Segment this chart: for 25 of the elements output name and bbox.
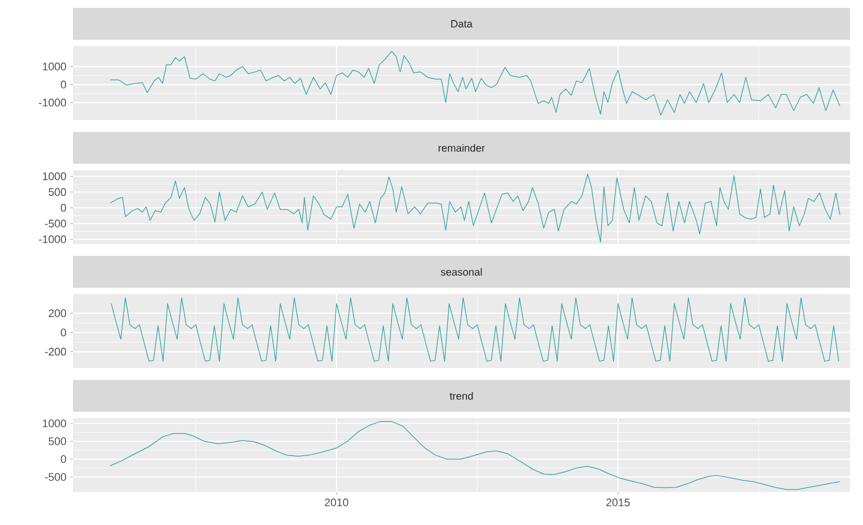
y-tick-label: 200 <box>48 309 66 318</box>
y-tick-label: 1000 <box>42 420 66 428</box>
y-tick-label: 0 <box>60 80 66 88</box>
line-series <box>110 174 840 242</box>
chart-title: trend <box>450 392 473 400</box>
y-tick-label: -1000 <box>38 98 66 106</box>
y-tick-label: -1000 <box>38 235 66 244</box>
x-tick-label: 2015 <box>606 498 630 506</box>
chart-title: remainder <box>438 144 485 152</box>
line-series <box>110 421 840 490</box>
x-tick-label: 2010 <box>324 498 348 506</box>
y-tick-label: -500 <box>45 473 66 481</box>
y-tick-label: 0 <box>60 328 66 336</box>
y-tick-label: 1000 <box>42 62 66 70</box>
y-tick-label: 500 <box>48 188 66 196</box>
y-tick-label: -500 <box>45 220 66 228</box>
y-tick-label: 0 <box>60 204 66 212</box>
y-tick-label: 1000 <box>42 172 66 180</box>
chart-title: seasonal <box>440 268 482 276</box>
line-series <box>110 297 840 362</box>
line-series <box>110 50 840 116</box>
y-tick-label: 500 <box>48 437 66 446</box>
y-tick-label: 0 <box>60 455 66 463</box>
y-tick-label: -200 <box>45 348 66 356</box>
chart-title: Data <box>451 20 473 28</box>
